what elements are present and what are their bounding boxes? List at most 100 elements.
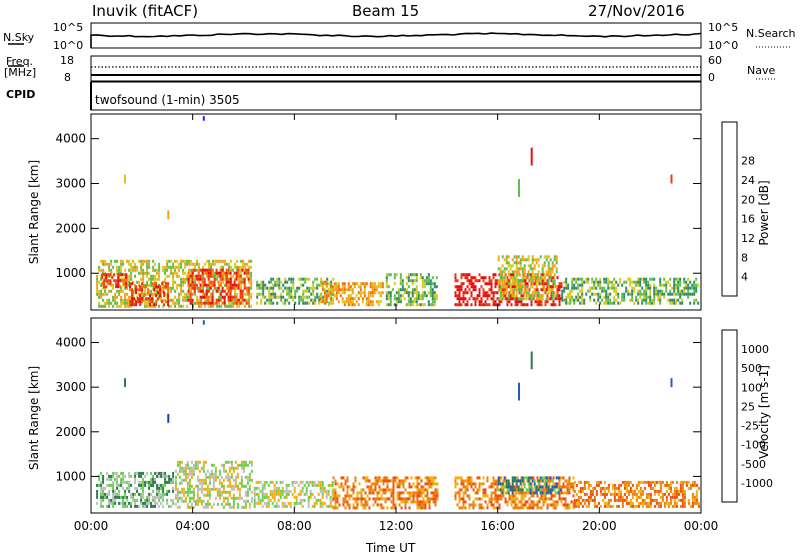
power-cell [146,301,149,305]
power-cell [310,298,313,302]
power-cell [501,270,504,274]
time-tick-label: 04:00 [175,519,210,533]
power-cell [569,289,572,293]
power-cell [521,270,524,274]
velocity-cell [184,466,187,470]
power-cell [517,255,520,259]
power-cell [621,295,624,299]
velocity-cell [603,495,606,499]
velocity-cell [321,489,324,493]
power-cell [540,288,543,292]
velocity-cell [162,504,165,508]
power-cell [581,295,584,299]
velocity-cell [372,488,375,492]
power-cell [157,297,160,301]
power-cell [454,276,457,280]
velocity-colorbar-tick: 100 [741,381,762,394]
velocity-cell [402,491,405,495]
power-cell [675,301,678,305]
velocity-cell [545,479,548,483]
power-cell [635,298,638,302]
power-cell [235,301,238,305]
power-cell [529,264,532,268]
power-cell [573,301,576,305]
velocity-cell [649,501,652,505]
power-cell [415,291,418,295]
power-cell [314,298,317,302]
power-cell [456,303,459,307]
velocity-cell [575,483,578,487]
power-cell [544,300,547,304]
velocity-cell [466,488,469,492]
power-cell [218,304,221,308]
power-cell [349,297,352,301]
power-cell [180,289,183,293]
power-cell [503,267,506,271]
power-cell [492,303,495,307]
velocity-cell [240,466,243,470]
velocity-cell [390,506,393,510]
power-cell [268,295,271,299]
power-cell [202,292,205,296]
power-cell [643,289,646,293]
power-cell [397,300,400,304]
velocity-cell [601,498,604,502]
velocity-cell [190,460,193,464]
power-ytick-label: 4000 [55,132,86,146]
power-cell [248,274,251,278]
velocity-cell [311,480,314,484]
power-cell [357,303,360,307]
power-cell [403,288,406,292]
velocity-cell [691,498,694,502]
power-cell [399,294,402,298]
power-cell [172,277,175,281]
velocity-cell [631,489,634,493]
velocity-cell [639,480,642,484]
velocity-cell [683,480,686,484]
velocity-cell [366,500,369,504]
power-cell [353,285,356,289]
power-cell [128,262,131,266]
power-cell [234,265,237,269]
velocity-cell [150,504,153,508]
power-cell [216,277,219,281]
velocity-cell [641,504,644,508]
velocity-cell [619,495,622,499]
velocity-cell [174,475,177,479]
power-cell [130,304,133,308]
power-cell [523,291,526,295]
velocity-cell [295,495,298,499]
velocity-cell [100,504,103,508]
power-cell [527,270,530,274]
velocity-cell [464,500,467,504]
power-cell [605,295,608,299]
velocity-cell [591,498,594,502]
velocity-cell [186,463,189,467]
velocity-cell [166,474,169,478]
power-cell [231,286,234,290]
power-cell [217,286,220,290]
velocity-cell [633,492,636,496]
velocity-cell [234,481,237,485]
velocity-cell [108,489,111,493]
power-cell [112,295,115,299]
velocity-cell [263,495,266,499]
velocity-cell [589,495,592,499]
power-cell [184,295,187,299]
power-cell [659,301,662,305]
velocity-cell [587,480,590,484]
power-cell [167,294,170,298]
velocity-cell [250,469,253,473]
velocity-cell [486,506,489,510]
power-cell [130,268,133,272]
velocity-cell [388,497,391,501]
velocity-cell [154,495,157,499]
power-cell [331,297,334,301]
power-cell [98,268,101,272]
power-cell [499,267,502,271]
power-cell [605,292,608,296]
velocity-cell [538,485,541,489]
velocity-cell [168,489,171,493]
power-cell [221,301,224,305]
power-cell [395,300,398,304]
